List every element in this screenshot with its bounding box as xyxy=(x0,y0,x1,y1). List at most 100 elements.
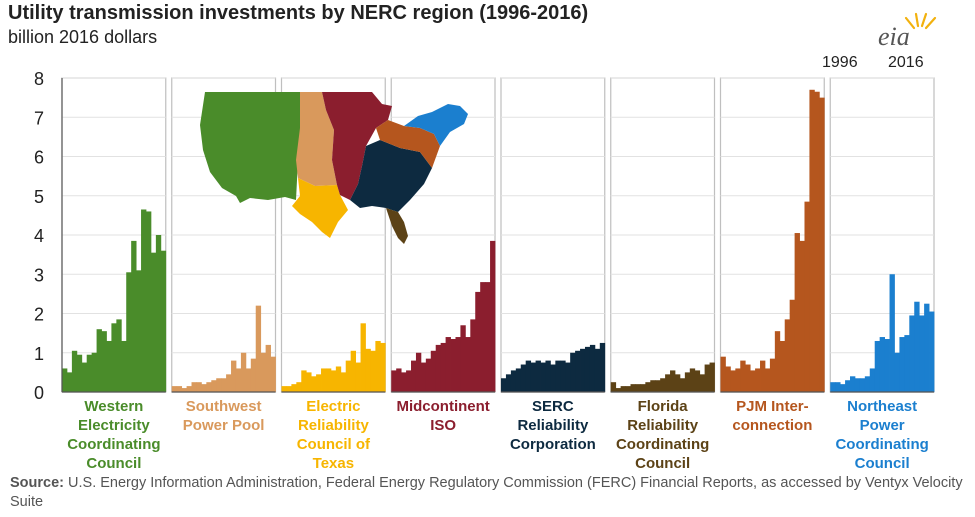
bar xyxy=(281,386,287,392)
map-region-northeast xyxy=(404,104,468,146)
bar xyxy=(370,350,376,392)
bar xyxy=(181,388,187,392)
region-label-line: Reliability xyxy=(517,417,589,434)
bar xyxy=(126,272,132,392)
bar xyxy=(699,374,706,392)
bar xyxy=(375,340,381,392)
bar xyxy=(176,386,183,392)
bar xyxy=(330,370,337,392)
chart-title: Utility transmission investments by NERC… xyxy=(8,2,589,24)
region-label: SERC Reliability Corporation xyxy=(510,398,596,453)
bar xyxy=(525,360,532,392)
y-tick-label: 1 xyxy=(34,344,44,364)
bar xyxy=(340,372,347,392)
bar xyxy=(250,358,257,392)
bar xyxy=(160,250,167,392)
bar xyxy=(565,362,571,392)
bar xyxy=(121,340,127,392)
bar xyxy=(216,378,222,392)
eia-logo: eia xyxy=(878,8,948,51)
y-tick-label: 3 xyxy=(34,265,44,285)
bar xyxy=(594,348,601,392)
bar xyxy=(360,323,366,392)
bar xyxy=(874,340,881,392)
bar xyxy=(206,382,212,392)
region-label-line: Western xyxy=(84,398,143,415)
bar xyxy=(186,386,192,392)
bar xyxy=(460,325,466,392)
bar xyxy=(764,368,771,392)
y-axis: 0 1 2 3 4 5 6 7 8 xyxy=(34,69,934,403)
bar xyxy=(584,346,591,392)
bar xyxy=(709,362,715,392)
bar xyxy=(850,376,856,392)
bar xyxy=(635,384,641,392)
bar xyxy=(515,368,522,392)
bar xyxy=(879,337,885,392)
region-label-line: Coordinating xyxy=(67,436,160,453)
bar xyxy=(265,344,271,392)
bar xyxy=(819,97,825,392)
bar xyxy=(440,342,446,392)
bar xyxy=(740,360,746,392)
bar xyxy=(625,386,631,392)
bar xyxy=(540,362,546,392)
bar xyxy=(835,382,841,392)
bar xyxy=(136,270,142,392)
bar xyxy=(725,366,731,392)
bar xyxy=(455,337,461,392)
bar xyxy=(435,344,442,392)
bar xyxy=(535,360,541,392)
bar xyxy=(311,376,317,392)
bar xyxy=(380,342,386,392)
bar xyxy=(854,378,861,392)
bar xyxy=(830,382,836,392)
bar xyxy=(799,240,805,392)
bar xyxy=(406,370,412,392)
region-label-line: Texas xyxy=(313,455,354,472)
region-label-line: Council xyxy=(86,455,141,472)
bar xyxy=(929,311,935,392)
source-note: Source: U.S. Energy Information Administ… xyxy=(10,474,965,512)
bar xyxy=(520,364,527,392)
bar xyxy=(355,362,361,392)
bar xyxy=(96,329,102,392)
region-label-line: Coordinating xyxy=(835,436,928,453)
bar xyxy=(235,368,242,392)
bar xyxy=(589,344,596,392)
bar xyxy=(570,352,576,392)
source-label: Source: xyxy=(10,475,64,491)
eia-logo-text: eia xyxy=(878,22,910,51)
bar xyxy=(645,382,651,392)
bar xyxy=(155,235,162,392)
region-label: Western Electricity Coordinating Council xyxy=(67,398,160,472)
bar xyxy=(106,340,112,392)
bar xyxy=(769,358,776,392)
bar xyxy=(201,384,207,392)
bar xyxy=(809,89,815,393)
bar xyxy=(270,356,276,392)
y-tick-label: 5 xyxy=(34,187,44,207)
region-label-line: connection xyxy=(732,417,812,434)
chart-subtitle: billion 2016 dollars xyxy=(8,27,158,47)
bar xyxy=(221,378,227,392)
bar xyxy=(465,337,471,392)
region-labels: Western Electricity Coordinating Council Sou… xyxy=(67,398,929,472)
bar xyxy=(501,378,507,392)
bar xyxy=(674,374,681,392)
bar xyxy=(345,360,352,392)
bar xyxy=(919,315,925,392)
region-label-line: Corporation xyxy=(510,436,596,453)
region-label: Electric Reliability Council of Texas xyxy=(297,398,371,472)
bar xyxy=(245,368,252,392)
bar xyxy=(450,339,456,392)
bar xyxy=(840,384,846,392)
bar xyxy=(689,368,696,392)
bar xyxy=(750,370,756,392)
bar xyxy=(131,240,137,392)
region-label-line: Southwest xyxy=(186,398,262,415)
region-label: Northeast Power Coordinating Council xyxy=(835,398,928,472)
bar xyxy=(665,374,671,392)
bar xyxy=(291,384,297,392)
